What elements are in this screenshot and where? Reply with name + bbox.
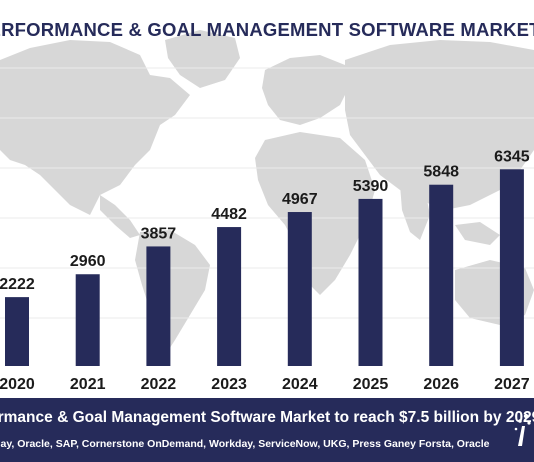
data-label-2027: 6345 [494,148,530,165]
x-tick-label-2025: 2025 [353,376,389,393]
brand-logo-icon [514,413,531,446]
chart-title: PERFORMANCE & GOAL MANAGEMENT SOFTWARE M… [0,10,534,46]
x-tick-label-2023: 2023 [211,376,247,393]
data-label-2021: 2960 [70,253,106,270]
bar-2022 [146,246,171,366]
footer-companies: Workday, Oracle, SAP, Cornerstone OnDema… [0,438,490,450]
footer-headline: Performance & Goal Management Software M… [0,409,534,426]
chart-title-text: PERFORMANCE & GOAL MANAGEMENT SOFTWARE M… [0,19,534,40]
bar-2025 [358,198,383,366]
x-tick-label-2020: 2020 [0,376,35,393]
footer-banner: Performance & Goal Management Software M… [0,398,534,462]
bar-2021 [75,274,100,366]
x-tick-label-2027: 2027 [494,376,530,393]
bar-2024 [287,212,312,366]
data-label-2022: 3857 [141,225,177,242]
x-tick-label-2024: 2024 [282,376,318,393]
bar-2026 [429,184,454,366]
x-tick-label-2021: 2021 [70,376,106,393]
bar-2020 [5,297,29,366]
data-label-2020: 2222 [0,276,35,293]
data-label-2024: 4967 [282,191,318,208]
bar-2023 [217,227,242,366]
x-tick-label-2026: 2026 [423,376,459,393]
data-labels: 2222 2960 3857 4482 4967 5390 5848 6345 [0,148,530,293]
x-tick-label-2022: 2022 [141,376,177,393]
data-label-2026: 5848 [423,164,459,181]
data-label-2023: 4482 [211,206,247,223]
bar-series [5,169,524,366]
x-axis-tick-labels: 2020 2021 2022 2023 2024 2025 2026 2027 [0,376,530,393]
data-label-2025: 5390 [353,178,389,195]
bar-2027 [499,169,524,366]
